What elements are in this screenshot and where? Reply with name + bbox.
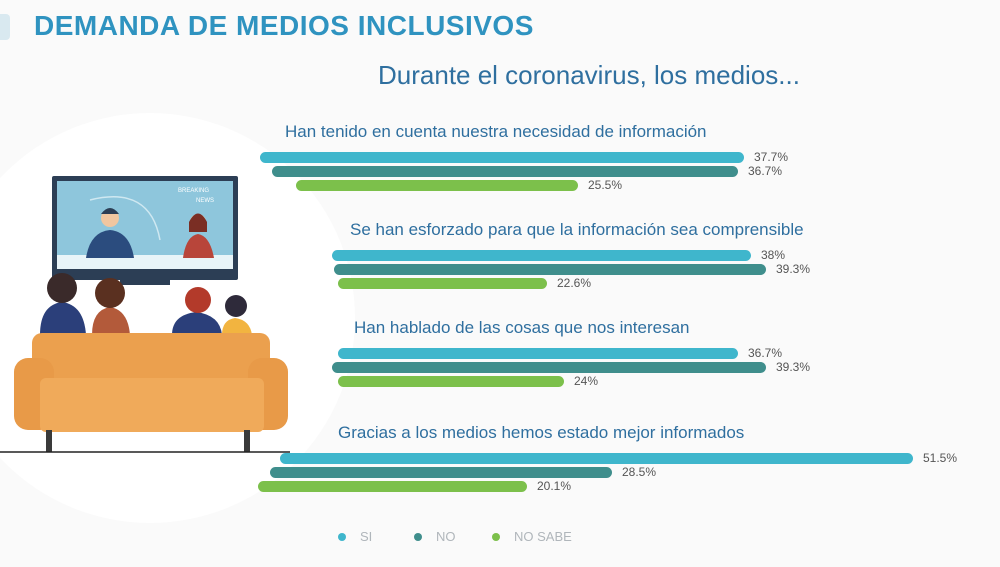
tv-icon: BREAKING NEWS — [52, 176, 238, 285]
bar-no — [334, 264, 766, 275]
value-label: 36.7% — [748, 346, 782, 360]
question-label: Han hablado de las cosas que nos interes… — [354, 318, 690, 337]
bar-no-sabe — [338, 376, 564, 387]
value-label: 37.7% — [754, 150, 788, 164]
question-label: Se han esforzado para que la información… — [350, 220, 804, 239]
value-label: 36.7% — [748, 164, 782, 178]
family-people — [40, 273, 252, 335]
bar-no-sabe — [258, 481, 527, 492]
value-label: 20.1% — [537, 479, 571, 493]
bar-si — [260, 152, 744, 163]
legend-item-no-sabe: NO SABE — [492, 528, 572, 544]
value-label: 51.5% — [923, 451, 957, 465]
bar-si — [280, 453, 913, 464]
bar-no — [270, 467, 612, 478]
legend-label-no-sabe: NO SABE — [514, 529, 572, 545]
chart-subtitle: Durante el coronavirus, los medios... — [378, 60, 800, 90]
legend-dot-si — [338, 532, 346, 541]
legend-dot-no-sabe — [492, 532, 500, 541]
bar-no-sabe — [296, 180, 578, 191]
value-label: 22.6% — [557, 276, 591, 290]
bar-no — [272, 166, 738, 177]
question-label: Han tenido en cuenta nuestra necesidad d… — [285, 122, 707, 141]
tv-caption-line1: BREAKING — [178, 188, 209, 194]
header-accent-mark — [0, 14, 10, 40]
bar-si — [338, 348, 738, 359]
value-label: 24% — [574, 374, 598, 388]
tv-caption-line2: NEWS — [196, 198, 214, 204]
value-label: 39.3% — [776, 360, 810, 374]
sofa-icon — [0, 333, 290, 453]
bar-no-sabe — [338, 278, 547, 289]
legend-item-no: NO — [414, 528, 456, 544]
bar-si — [332, 250, 751, 261]
bar-no — [332, 362, 766, 373]
value-label: 28.5% — [622, 465, 656, 479]
legend-item-si: SI — [338, 528, 372, 544]
page-title: DEMANDA DE MEDIOS INCLUSIVOS — [34, 10, 534, 41]
value-label: 38% — [761, 248, 785, 262]
legend-dot-no — [414, 532, 422, 541]
value-label: 25.5% — [588, 178, 622, 192]
value-label: 39.3% — [776, 262, 810, 276]
legend-label-si: SI — [360, 529, 373, 545]
legend-label-no: NO — [436, 529, 456, 545]
question-label: Gracias a los medios hemos estado mejor … — [338, 423, 744, 442]
